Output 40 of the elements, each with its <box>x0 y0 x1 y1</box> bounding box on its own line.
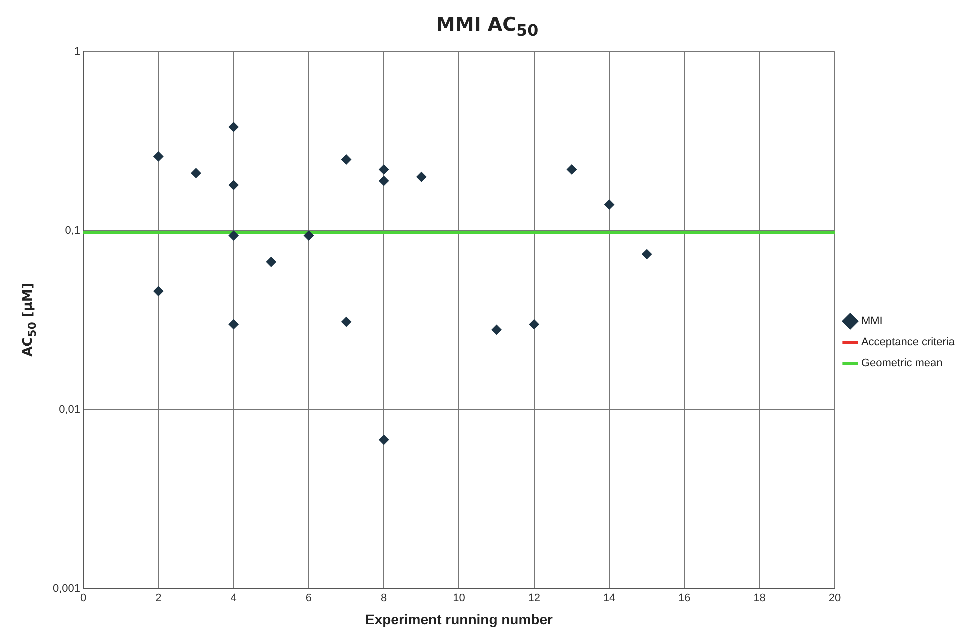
point <box>228 230 239 241</box>
point <box>529 320 540 330</box>
legend-label: Acceptance criteria <box>861 336 956 349</box>
point <box>342 317 352 328</box>
x-tick-label: 18 <box>754 592 766 605</box>
point <box>566 164 577 175</box>
point <box>604 200 615 210</box>
y-tick-label: 0,01 <box>59 404 81 416</box>
point <box>266 257 276 268</box>
point <box>379 176 390 186</box>
x-tick-label: 4 <box>230 592 237 605</box>
x-tick-label: 20 <box>828 592 842 605</box>
point <box>228 122 239 132</box>
y-tick-label: 0,1 <box>65 225 81 238</box>
point <box>304 230 314 241</box>
legend-label: MMI <box>861 316 883 328</box>
x-tick-label: 14 <box>603 592 616 605</box>
x-tick-label: 2 <box>156 592 162 605</box>
legend-label: Geometric mean <box>861 358 943 370</box>
x-tick-label: 0 <box>80 592 87 605</box>
x-tick-label: 12 <box>528 592 541 605</box>
point <box>492 324 502 335</box>
point <box>228 320 239 330</box>
y-tick-label: 1 <box>74 46 81 58</box>
point <box>228 180 239 190</box>
x-tick-label: 8 <box>381 592 388 605</box>
x-tick-label: 16 <box>678 592 691 605</box>
point <box>154 286 164 296</box>
point <box>379 164 390 175</box>
y-tick-label: 0,001 <box>52 583 81 596</box>
x-tick-label: 6 <box>306 592 312 605</box>
x-axis-title: Experiment running number <box>366 611 554 628</box>
point <box>342 154 352 165</box>
point <box>642 249 652 260</box>
point <box>154 152 164 162</box>
point <box>416 172 427 182</box>
chart-title: MMI AC$_{50}$ <box>435 14 540 40</box>
point <box>379 434 390 445</box>
point <box>191 168 202 178</box>
x-tick-label: 10 <box>453 592 466 605</box>
